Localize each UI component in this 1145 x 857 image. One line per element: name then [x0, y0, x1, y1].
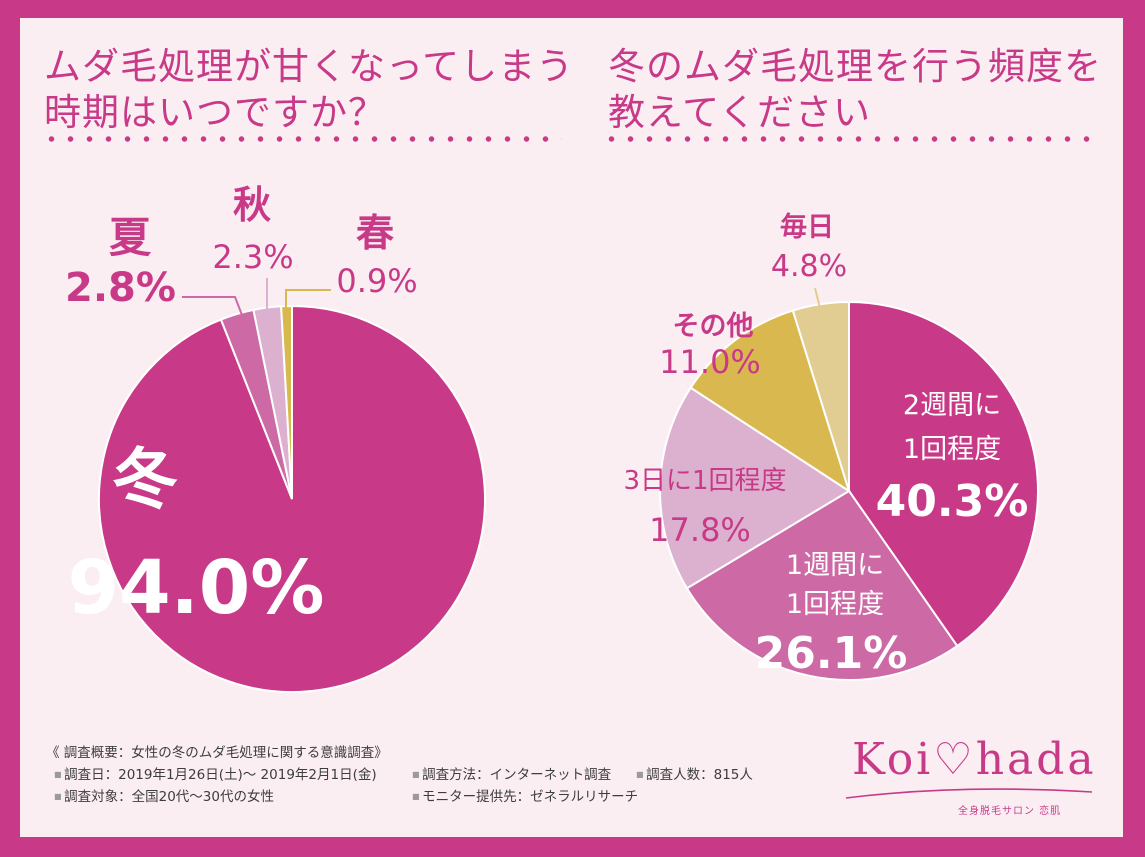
koihada-logo: Koi♡hada 全身脱毛サロン 恋肌	[840, 730, 1110, 820]
frequency-slice-3	[689, 309, 851, 494]
chart2-title: 冬のムダ毛処理を行う頻度を 教えてください	[608, 44, 1102, 136]
logo-text: Koi♡hada	[852, 734, 1097, 785]
frequency-slice-0	[848, 300, 1039, 648]
label-1week-line1: 1週間に	[786, 550, 884, 581]
frequency-slice-4	[791, 300, 850, 492]
label-daily: 毎日	[780, 212, 834, 243]
frequency-slice-1	[685, 489, 959, 681]
chart2-title-line2: 教えてください	[608, 91, 872, 134]
label-2weeks-line2: 1回程度	[903, 434, 1001, 465]
value-spring: 0.9%	[336, 262, 417, 300]
label-2weeks-line1: 2週間に	[903, 390, 1001, 421]
value-winter: 94.0%	[68, 545, 325, 631]
infographic-panel: ムダ毛処理が甘くなってしまう 時期はいつですか？ 冬のムダ毛処理を行う頻度を 教…	[20, 18, 1123, 837]
frequency-pie-callouts	[752, 287, 821, 396]
chart1-dotted-divider	[42, 136, 562, 142]
value-2weeks: 40.3%	[876, 476, 1029, 527]
label-1week-line2: 1回程度	[786, 589, 884, 620]
season-pie	[97, 304, 486, 693]
label-3days: 3日に1回程度	[623, 466, 786, 496]
label-spring: 春	[356, 211, 394, 255]
chart2-title-line1: 冬のムダ毛処理を行う頻度を	[608, 45, 1102, 88]
survey-method: 調査方法：インターネット調査	[412, 764, 611, 786]
value-1week: 26.1%	[755, 628, 908, 679]
pie-charts-canvas: 冬 94.0% 夏 2.8% 秋 2.3% 春 0.9% 2週間に 1回程度 4…	[65, 183, 1039, 693]
label-autumn: 秋	[233, 183, 271, 227]
frequency-slice-2	[659, 386, 851, 590]
value-other: 11.0%	[659, 343, 761, 381]
chart1-title: ムダ毛処理が甘くなってしまう 時期はいつですか？	[44, 44, 574, 136]
value-summer: 2.8%	[65, 265, 176, 311]
survey-heading: 《 調査概要：女性の冬のムダ毛処理に関する意識調査》	[46, 745, 388, 761]
logo-swoosh	[845, 788, 1093, 799]
label-other: その他	[673, 311, 754, 342]
chart1-title-line1: ムダ毛処理が甘くなってしまう	[44, 45, 575, 88]
logo-subtitle: 全身脱毛サロン 恋肌	[958, 806, 1062, 817]
season-pie-callouts	[182, 278, 331, 316]
frequency-pie	[659, 300, 1039, 681]
label-winter: 冬	[112, 441, 178, 518]
value-daily: 4.8%	[771, 249, 847, 284]
survey-count: 調査人数：815人	[636, 764, 753, 786]
survey-target: 調査対象：全国20代～30代の女性	[54, 786, 274, 808]
value-3days: 17.8%	[649, 511, 751, 549]
chart2-dotted-divider	[602, 136, 1102, 142]
survey-date: 調査日：2019年1月26日(土)～ 2019年2月1日(金)	[54, 764, 377, 786]
value-autumn: 2.3%	[212, 238, 293, 276]
chart1-title-line2: 時期はいつですか？	[44, 91, 386, 134]
survey-provider: モニター提供先：ゼネラルリサーチ	[412, 786, 638, 808]
label-summer: 夏	[109, 213, 152, 262]
